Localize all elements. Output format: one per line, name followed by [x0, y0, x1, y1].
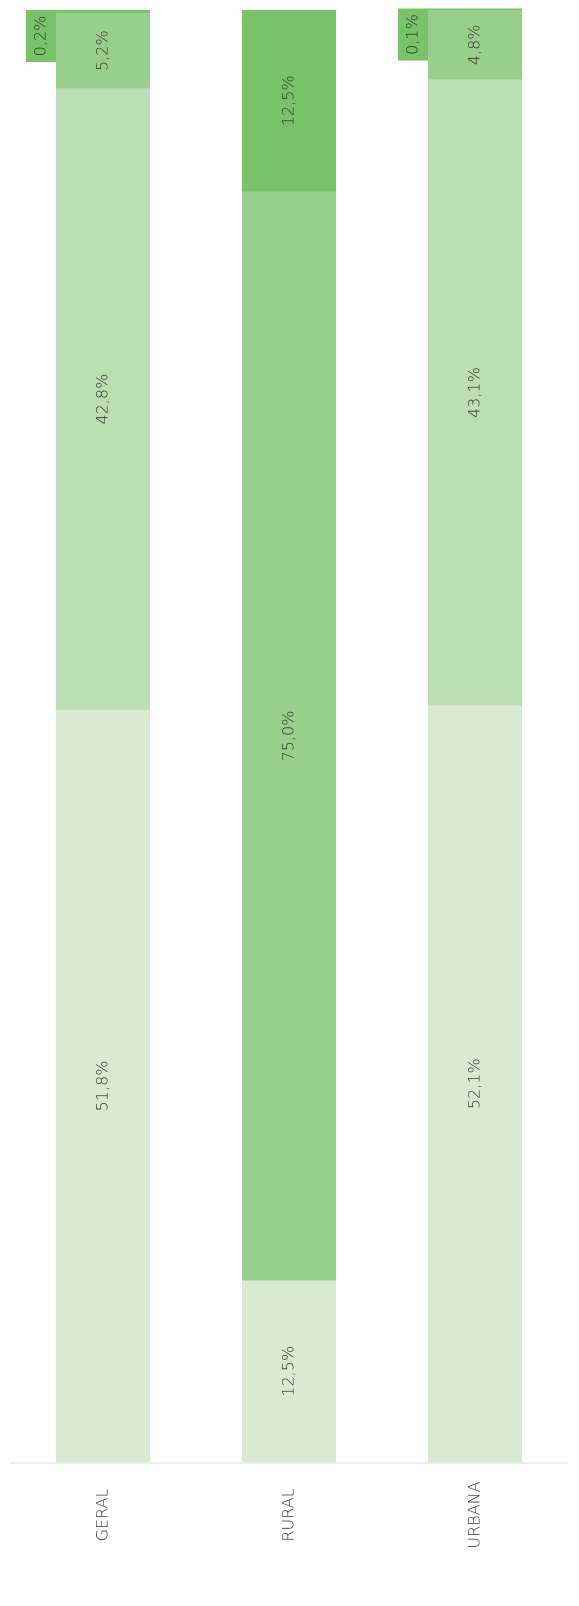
- x-tick-label: GERAL: [93, 1489, 112, 1542]
- value-label: 12,5%: [279, 1346, 298, 1397]
- bar-segment: [428, 705, 522, 1462]
- bar-segment: [56, 88, 150, 710]
- value-label: 75,0%: [279, 711, 298, 762]
- value-label: 5,2%: [93, 30, 112, 71]
- value-label: 52,1%: [465, 1058, 484, 1109]
- value-label: 0,1%: [403, 14, 422, 55]
- x-tick-label: RURAL: [279, 1488, 298, 1541]
- bar-segment: [56, 709, 150, 1462]
- bar-segment: [428, 79, 522, 706]
- bar-segment: [56, 10, 150, 13]
- value-label: 4,8%: [465, 25, 484, 66]
- bar-segment: [242, 191, 336, 1281]
- bar-segment: [242, 1280, 336, 1462]
- bar-segment: [56, 12, 150, 89]
- value-label: 42,8%: [93, 374, 112, 425]
- value-label: 0,2%: [31, 16, 50, 57]
- value-label-box: [26, 10, 56, 62]
- value-label: 43,1%: [465, 367, 484, 418]
- bar-segment: [242, 10, 336, 192]
- x-tick-label: URBANA: [465, 1481, 484, 1548]
- bar-segment: [428, 8, 522, 10]
- bar-segment: [428, 10, 522, 80]
- value-label: 51,8%: [93, 1061, 112, 1112]
- value-label: 12,5%: [279, 75, 298, 126]
- value-label-box: [398, 8, 428, 61]
